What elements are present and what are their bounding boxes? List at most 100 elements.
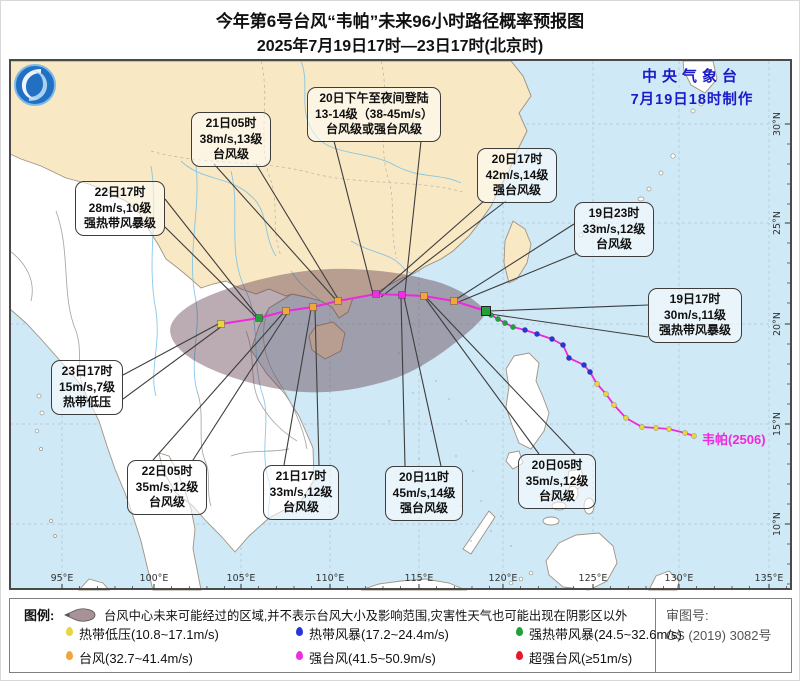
forecast-position-marker xyxy=(282,307,290,315)
observed-position-dot xyxy=(549,336,555,342)
observed-position-dot xyxy=(603,391,609,397)
callout-line: 台风级 xyxy=(595,237,632,251)
lat-tick-label: 20°N xyxy=(772,312,783,336)
callout-line: 33m/s,12级 xyxy=(269,484,333,499)
observed-position-dot xyxy=(611,402,617,408)
forecast-position-marker xyxy=(398,291,406,299)
callout-line: 19日23时 xyxy=(588,206,640,220)
luzon-island xyxy=(505,352,550,450)
callout-line: 30m/s,11级 xyxy=(663,307,727,322)
legend-left: 图例: 台风中心未来可能经过的区域,并不表示台风大小及影响范围,灾害性天气也可能… xyxy=(10,599,682,672)
legend-cone-note: 台风中心未来可能经过的区域,并不表示台风大小及影响范围,灾害性天气也可能出现在阴… xyxy=(104,609,628,623)
callout-line: 强台风级 xyxy=(492,183,541,197)
legend-box: 图例: 台风中心未来可能经过的区域,并不表示台风大小及影响范围,灾害性天气也可能… xyxy=(9,598,792,673)
callout-line: 38m/s,13级 xyxy=(199,131,263,146)
observed-position-dot xyxy=(587,369,593,375)
lon-tick-label: 100°E xyxy=(140,573,169,584)
callout-line: 35m/s,12级 xyxy=(525,473,589,488)
lon-tick-label: 135°E xyxy=(755,573,784,584)
callout-line: 21日17时 xyxy=(275,469,327,483)
observed-position-dot xyxy=(534,331,540,337)
typhoon-track xyxy=(217,290,697,439)
callout-line: 15m/s,7级 xyxy=(58,379,116,394)
page-title: 今年第6号台风“韦帕”未来96小时路径概率预报图 xyxy=(215,12,585,31)
callout-line: 42m/s,14级 xyxy=(485,167,549,182)
intensity-dot-icon xyxy=(296,627,303,636)
callout-line: 19日17时 xyxy=(669,292,721,306)
lon-tick-label: 105°E xyxy=(227,573,256,584)
intensity-dot-icon xyxy=(66,651,73,660)
license-number: GS (2019) 3082号 xyxy=(666,628,772,643)
legend-item-label: 强热带风暴(24.5~32.6m/s) xyxy=(529,627,682,642)
issue-time: 7月19日18时制作 xyxy=(630,92,754,108)
observed-position-dot xyxy=(495,316,501,322)
legend-item-label: 超强台风(≥51m/s) xyxy=(529,651,633,666)
callout-line: 强热带风暴级 xyxy=(83,216,156,230)
intensity-dot-icon xyxy=(296,651,303,660)
callout-line: 21日05时 xyxy=(205,116,257,130)
legend-title: 图例: xyxy=(24,608,55,623)
lon-tick-label: 120°E xyxy=(489,573,518,584)
hainan-island xyxy=(308,321,346,360)
agency-name: 中央气象台 xyxy=(641,68,742,85)
callout-line: 33m/s,12级 xyxy=(582,221,646,236)
storm-name-label: 韦帕(2506) xyxy=(702,432,766,447)
lat-tick-label: 10°N xyxy=(772,512,783,536)
lon-tick-label: 130°E xyxy=(665,573,694,584)
lat-tick-label: 30°N xyxy=(772,112,783,136)
forecast-position-marker xyxy=(255,314,263,322)
callout-line: 台风级或强台风级 xyxy=(325,122,422,136)
forecast-callout: 20日17时 42m/s,14级 强台风级 xyxy=(477,148,557,203)
current-position-marker xyxy=(481,306,491,316)
callout-line: 35m/s,12级 xyxy=(135,479,199,494)
legend-item-label: 强台风(41.5~50.9m/s) xyxy=(309,651,436,666)
lat-tick-label: 15°N xyxy=(772,412,783,436)
forecast-callout: 22日05时 35m/s,12级 台风级 xyxy=(127,460,207,515)
forecast-callout: 21日17时 33m/s,12级 台风级 xyxy=(263,465,339,520)
legend-item-label: 台风(32.7~41.4m/s) xyxy=(79,651,193,666)
lon-tick-label: 115°E xyxy=(405,573,434,584)
callout-line: 20日下午至夜间登陆 xyxy=(319,91,429,105)
observed-position-dot xyxy=(594,381,600,387)
callout-line: 22日17时 xyxy=(94,185,146,199)
callout-line: 20日17时 xyxy=(491,152,543,166)
palawan-island xyxy=(462,510,496,555)
taiwan-island xyxy=(503,220,532,284)
observed-position-dot xyxy=(581,362,587,368)
forecast-position-marker xyxy=(372,290,380,298)
observed-position-dot xyxy=(691,433,697,439)
license-label: 审图号: xyxy=(666,608,709,623)
page-subtitle: 2025年7月19日17时—23日17时(北京时) xyxy=(256,38,544,55)
callout-line: 22日05时 xyxy=(141,464,193,478)
callout-line: 强台风级 xyxy=(399,501,448,515)
callout-line: 台风级 xyxy=(538,489,575,503)
forecast-track-line xyxy=(220,292,487,325)
callout-line: 热带低压 xyxy=(62,395,111,409)
observed-position-dot xyxy=(510,324,516,330)
observed-position-dot xyxy=(566,355,572,361)
forecast-callout: 21日05时 38m/s,13级 台风级 xyxy=(191,112,271,167)
lon-tick-label: 125°E xyxy=(579,573,608,584)
mindanao-island xyxy=(545,532,618,591)
observed-position-dot xyxy=(639,424,645,430)
cone-legend-icon xyxy=(64,608,96,622)
callout-line: 台风级 xyxy=(282,500,319,514)
lat-tick-label: 25°N xyxy=(772,211,783,235)
callout-leader-lines xyxy=(122,140,649,467)
forecast-callout: 20日下午至夜间登陆 13-14级（38-45m/s） 台风级或强台风级 xyxy=(307,87,441,142)
callout-line: 强热带风暴级 xyxy=(658,323,731,337)
forecast-position-marker xyxy=(309,303,317,311)
legend-item-label: 热带风暴(17.2~24.4m/s) xyxy=(309,627,449,642)
observed-position-dot xyxy=(653,425,659,431)
forecast-callout: 19日23时 33m/s,12级 台风级 xyxy=(574,202,654,257)
observed-position-dot xyxy=(666,426,672,432)
observed-position-dot xyxy=(522,327,528,333)
visayas-island xyxy=(542,516,560,526)
cma-logo-icon xyxy=(14,64,56,106)
observed-position-dot xyxy=(502,320,508,326)
lon-tick-label: 110°E xyxy=(316,573,345,584)
axis-labels: 95°E 100°E 105°E 110°E 115°E 120°E 125°E 130°E 1… xyxy=(51,112,790,589)
forecast-callout: 22日17时 28m/s,10级 强热带风暴级 xyxy=(75,181,165,236)
callout-line: 28m/s,10级 xyxy=(88,200,152,215)
